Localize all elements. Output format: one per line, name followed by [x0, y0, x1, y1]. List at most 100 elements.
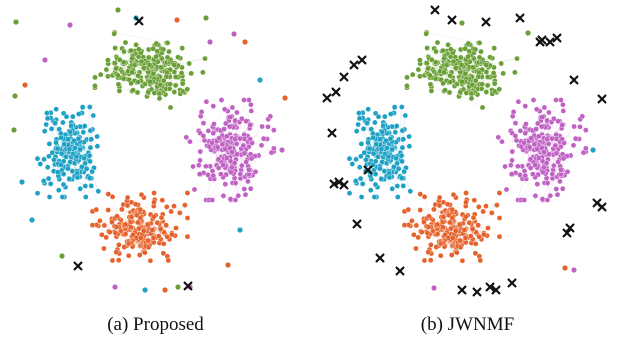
outlier-cross: [349, 60, 359, 70]
node-orange: [159, 197, 166, 203]
node-purple: [259, 123, 265, 130]
edge: [542, 161, 559, 200]
node-purple: [268, 149, 275, 156]
node-cyan: [71, 137, 77, 144]
node-orange: [160, 250, 167, 257]
outlier-cross: [485, 282, 495, 292]
node-cyan: [370, 150, 377, 157]
node-cyan: [391, 104, 398, 110]
node-green: [135, 46, 142, 53]
node-orange: [124, 194, 131, 201]
node-green: [129, 55, 135, 62]
node-cyan: [381, 168, 388, 174]
node-orange: [488, 210, 495, 216]
node-purple: [234, 151, 240, 157]
node-green: [466, 48, 472, 55]
node-orange: [147, 257, 154, 264]
node-orange: [89, 222, 96, 228]
node-cyan: [73, 153, 80, 160]
node-cyan: [90, 112, 97, 119]
node-green: [150, 70, 157, 77]
node-orange: [434, 231, 441, 237]
node-purple: [219, 141, 226, 148]
outlier-node: [459, 20, 465, 26]
node-cyan: [399, 158, 405, 165]
outlier-node: [203, 15, 209, 21]
node-purple: [228, 169, 234, 176]
node-purple: [530, 97, 537, 103]
node-cyan: [69, 168, 76, 174]
node-green: [105, 57, 111, 63]
node-purple: [223, 155, 230, 161]
node-cyan: [67, 129, 73, 135]
node-cyan: [389, 185, 395, 192]
node-purple: [209, 197, 215, 203]
node-cyan: [379, 129, 385, 135]
node-orange: [456, 221, 463, 228]
node-purple: [232, 136, 238, 143]
node-purple: [557, 178, 563, 185]
node-purple: [211, 121, 217, 127]
node-green: [179, 45, 185, 51]
node-green: [160, 46, 167, 53]
node-green: [116, 88, 123, 94]
node-purple: [515, 98, 522, 105]
node-green: [425, 65, 431, 72]
node-cyan: [400, 136, 407, 142]
node-purple: [205, 127, 212, 134]
node-green: [468, 90, 475, 97]
outlier-node: [67, 22, 73, 28]
node-orange: [145, 237, 151, 244]
node-orange: [421, 219, 427, 225]
node-orange: [93, 206, 100, 213]
panel-jwnmf: (b) JWNMF: [312, 0, 623, 348]
node-green: [472, 77, 479, 84]
node-orange: [496, 215, 503, 221]
node-cyan: [391, 163, 397, 170]
outlier-node: [112, 284, 118, 290]
node-purple: [237, 171, 244, 177]
node-purple: [241, 150, 248, 157]
node-green: [457, 89, 463, 95]
node-green: [478, 48, 484, 55]
node-purple: [545, 141, 552, 147]
node-cyan: [34, 155, 41, 162]
node-green: [428, 88, 435, 94]
node-orange: [467, 233, 474, 239]
node-cyan: [378, 176, 385, 182]
outlier-cross: [134, 16, 144, 26]
node-cyan: [58, 134, 64, 141]
node-purple: [209, 139, 215, 146]
node-green: [112, 45, 118, 51]
node-purple: [510, 109, 517, 115]
node-purple: [248, 155, 255, 162]
node-purple: [210, 172, 217, 179]
node-orange: [462, 234, 469, 241]
node-cyan: [63, 154, 69, 160]
outlier-cross: [447, 15, 457, 25]
node-orange: [184, 233, 191, 240]
node-cyan: [363, 156, 369, 163]
node-purple: [508, 171, 515, 177]
node-cyan: [34, 190, 41, 196]
node-green: [409, 71, 416, 78]
outlier-cross: [327, 128, 337, 138]
node-layer: [322, 5, 607, 297]
outlier-cross: [552, 33, 562, 43]
node-orange: [472, 240, 479, 247]
node-purple: [206, 143, 213, 150]
node-green: [186, 60, 192, 67]
node-green: [157, 81, 164, 88]
node-purple: [252, 168, 259, 175]
node-orange: [413, 245, 419, 252]
node-cyan: [41, 128, 48, 134]
node-purple: [247, 122, 253, 128]
node-cyan: [353, 128, 360, 134]
node-orange: [138, 235, 144, 241]
node-purple: [541, 149, 547, 155]
node-green: [164, 40, 171, 46]
node-purple: [553, 186, 560, 192]
node-purple: [222, 181, 229, 187]
node-green: [434, 39, 441, 46]
edge: [392, 115, 406, 171]
